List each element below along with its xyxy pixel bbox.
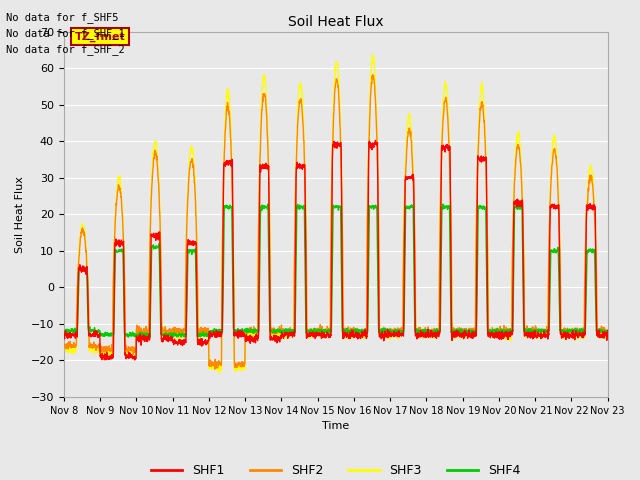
SHF1: [352, 331, 360, 337]
Line: SHF2: SHF2: [64, 75, 608, 369]
SHF4: [556, 328, 564, 334]
SHF3: [572, 331, 579, 336]
SHF2: [60, 342, 68, 348]
SHF2: [494, 330, 502, 336]
SHF3: [494, 333, 502, 338]
Text: TZ_fmet: TZ_fmet: [75, 32, 125, 42]
SHF1: [60, 333, 68, 338]
SHF1: [572, 333, 579, 338]
Legend: SHF1, SHF2, SHF3, SHF4: SHF1, SHF2, SHF3, SHF4: [146, 459, 525, 480]
SHF4: [146, 335, 154, 340]
SHF4: [264, 201, 272, 207]
SHF3: [352, 334, 360, 340]
SHF2: [604, 330, 612, 336]
SHF1: [556, 316, 564, 322]
SHF2: [369, 72, 376, 78]
SHF4: [604, 329, 612, 335]
SHF3: [60, 347, 68, 353]
SHF2: [572, 326, 579, 332]
SHF3: [364, 213, 371, 218]
SHF3: [369, 52, 376, 58]
SHF4: [352, 329, 360, 335]
Text: No data for f_SHF_1: No data for f_SHF_1: [6, 28, 125, 39]
SHF3: [604, 332, 612, 338]
SHF1: [372, 137, 380, 143]
SHF2: [212, 366, 220, 372]
SHF4: [60, 329, 68, 335]
SHF4: [494, 328, 502, 334]
Title: Soil Heat Flux: Soil Heat Flux: [288, 15, 383, 29]
X-axis label: Time: Time: [322, 421, 349, 432]
Text: No data for f_SHF_2: No data for f_SHF_2: [6, 44, 125, 55]
SHF4: [364, 328, 371, 334]
SHF2: [352, 326, 360, 332]
SHF1: [212, 334, 220, 340]
Line: SHF4: SHF4: [64, 204, 608, 337]
SHF1: [604, 328, 612, 334]
Y-axis label: Soil Heat Flux: Soil Heat Flux: [15, 176, 25, 252]
SHF2: [364, 215, 371, 221]
SHF1: [364, 329, 371, 335]
Line: SHF1: SHF1: [64, 140, 608, 360]
SHF1: [131, 357, 139, 363]
SHF4: [212, 329, 220, 335]
SHF4: [572, 330, 579, 336]
Line: SHF3: SHF3: [64, 55, 608, 373]
SHF2: [211, 366, 218, 372]
SHF3: [216, 371, 223, 376]
SHF3: [556, 263, 564, 269]
Text: No data for f_SHF5: No data for f_SHF5: [6, 12, 119, 23]
SHF3: [212, 365, 220, 371]
SHF1: [494, 331, 502, 337]
SHF2: [556, 262, 564, 267]
